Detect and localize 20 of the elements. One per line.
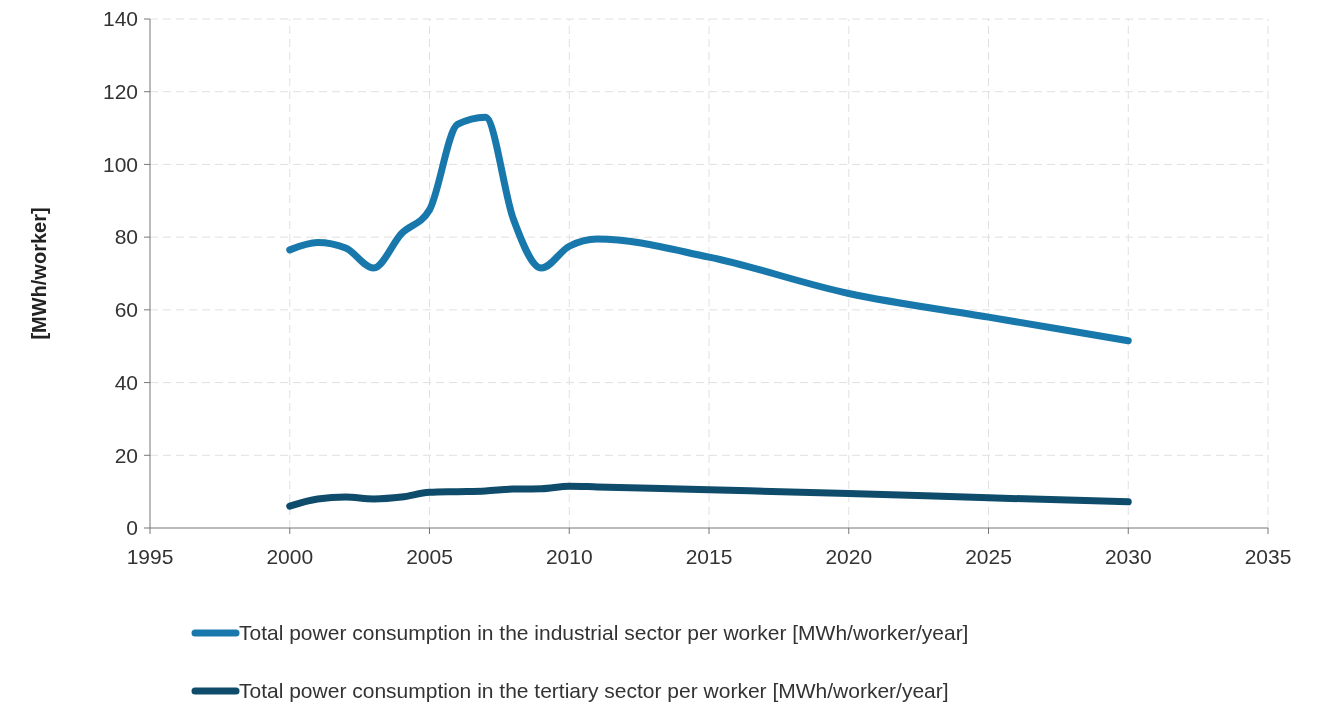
y-tick-label: 40 xyxy=(114,370,138,394)
y-axis-title: [MWh/worker] xyxy=(28,207,50,340)
x-tick-label: 2005 xyxy=(406,545,453,568)
x-tick-label: 2015 xyxy=(685,545,733,568)
y-tick-label: 80 xyxy=(114,225,138,249)
y-tick-label: 20 xyxy=(114,443,138,467)
x-tick-label: 2035 xyxy=(1244,545,1292,568)
legend-label: Total power consumption in the tertiary sector per worker [MWh/worker/year] xyxy=(239,679,949,703)
x-tick-label: 2030 xyxy=(1104,545,1152,568)
y-tick-label: 100 xyxy=(102,152,138,176)
y-tick-label: 0 xyxy=(126,516,138,540)
y-tick-label: 140 xyxy=(102,7,138,31)
x-tick-label: 2020 xyxy=(825,545,873,568)
y-tick-label: 120 xyxy=(102,80,138,104)
x-tick-label: 2000 xyxy=(266,545,314,568)
x-tick-label: 2025 xyxy=(965,545,1012,568)
legend-label: Total power consumption in the industrial sector per worker [MWh/worker/year] xyxy=(239,621,969,645)
x-tick-label: 2010 xyxy=(545,545,593,568)
y-tick-label: 60 xyxy=(114,298,138,322)
x-tick-label: 1995 xyxy=(126,545,174,568)
